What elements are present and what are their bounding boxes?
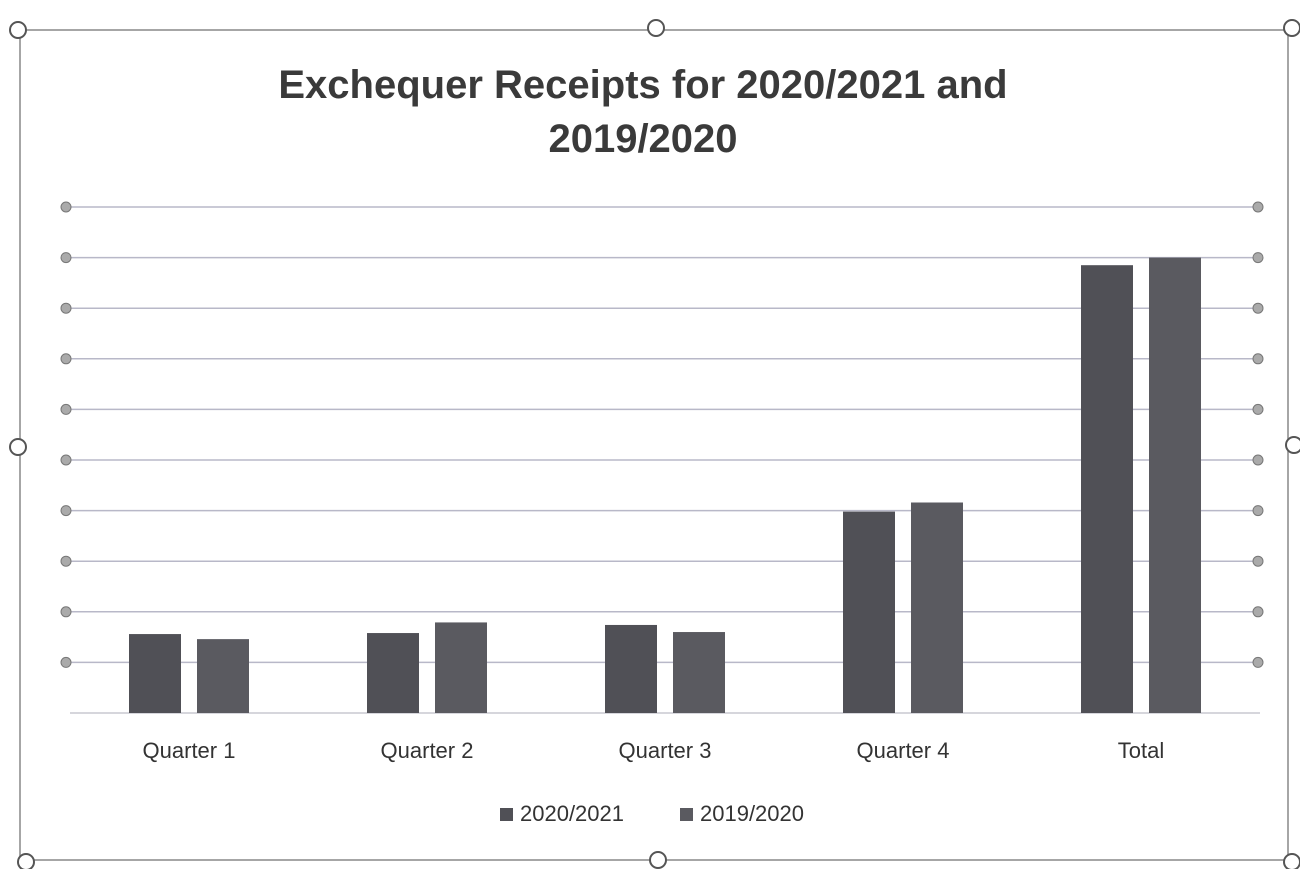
grid-handle <box>60 201 72 213</box>
bar <box>843 511 895 713</box>
grid-handle <box>1252 606 1264 618</box>
grid-handle <box>1252 252 1264 264</box>
x-tick-label: Quarter 3 <box>619 738 712 763</box>
chart-title: Exchequer Receipts for 2020/2021 and 201… <box>278 63 1008 161</box>
grid-handle <box>60 454 72 466</box>
grid-handle <box>60 555 72 567</box>
bar <box>1149 257 1201 713</box>
legend-label: 2020/2021 <box>520 801 624 826</box>
grid-handle <box>1252 403 1264 415</box>
bar <box>605 624 657 713</box>
grid-handle <box>1252 555 1264 567</box>
grid-handle <box>60 606 72 618</box>
bar <box>435 622 487 713</box>
legend-swatch <box>680 808 693 821</box>
bar <box>129 634 181 713</box>
bar <box>197 639 249 713</box>
bar <box>673 632 725 713</box>
grid-handle <box>60 252 72 264</box>
grid-handle <box>60 302 72 314</box>
grid-handle <box>60 656 72 668</box>
legend-swatch <box>500 808 513 821</box>
grid-handle <box>1252 201 1264 213</box>
grid-handle <box>60 353 72 365</box>
x-tick-label: Total <box>1118 738 1164 763</box>
bar <box>1081 265 1133 713</box>
grid-handle <box>1252 505 1264 517</box>
grid-handle <box>60 505 72 517</box>
grid-handle <box>1252 302 1264 314</box>
grid-handle <box>60 403 72 415</box>
selection-frame <box>9 19 1300 869</box>
legend-label: 2019/2020 <box>700 801 804 826</box>
grid-handle <box>1252 656 1264 668</box>
x-tick-label: Quarter 2 <box>381 738 474 763</box>
grid-handle <box>1252 353 1264 365</box>
grid-handle <box>1252 454 1264 466</box>
x-tick-label: Quarter 1 <box>143 738 236 763</box>
x-tick-label: Quarter 4 <box>857 738 950 763</box>
bar <box>911 502 963 713</box>
bar <box>367 633 419 713</box>
